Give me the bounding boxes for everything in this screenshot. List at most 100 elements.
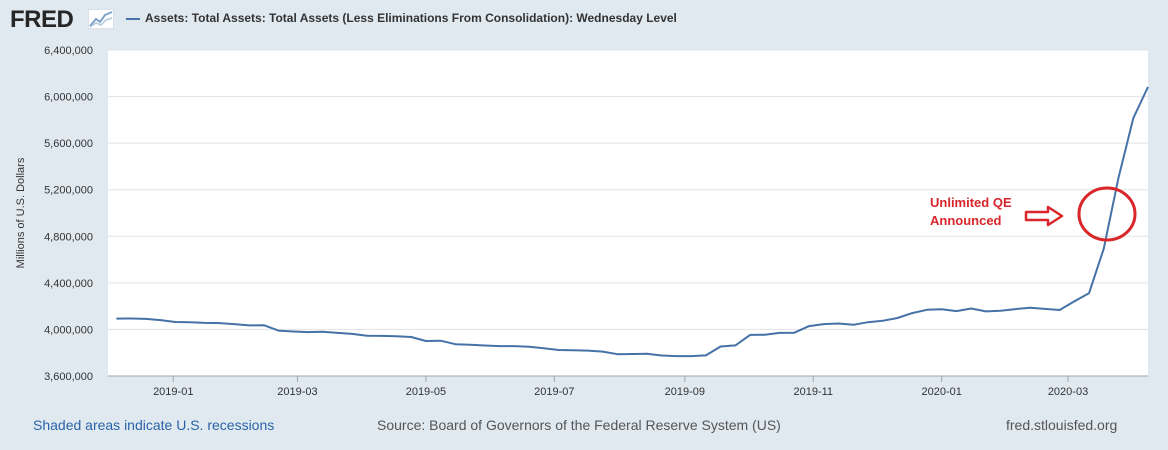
data-point — [704, 354, 707, 357]
fred-logo-chart-icon — [88, 9, 114, 29]
data-point — [454, 343, 457, 346]
data-point — [1088, 292, 1091, 295]
x-tick-label: 2019-07 — [534, 386, 574, 398]
fred-logo[interactable]: FRED — [10, 6, 74, 33]
x-tick-label: 2019-03 — [277, 386, 317, 398]
data-point — [365, 334, 368, 337]
data-point — [262, 324, 265, 327]
data-point — [174, 320, 177, 323]
data-point — [749, 333, 752, 336]
data-point — [867, 321, 870, 324]
data-point — [793, 331, 796, 334]
data-point — [955, 310, 958, 313]
data-point — [601, 350, 604, 353]
data-point — [837, 322, 840, 325]
data-point — [587, 349, 590, 352]
data-point — [970, 307, 973, 310]
x-tick-label: 2019-09 — [665, 386, 705, 398]
series-line — [116, 86, 1149, 358]
data-point — [1029, 306, 1032, 309]
data-point — [248, 324, 251, 327]
annotation-line2: Announced — [930, 213, 1002, 228]
y-axis-ticks: 3,600,000 4,000,000 4,400,000 4,800,000 5,20… — [44, 45, 93, 383]
data-point — [616, 353, 619, 356]
data-point — [130, 317, 133, 320]
annotation-circle — [1077, 186, 1137, 242]
data-point — [189, 321, 192, 324]
y-tick-label: 6,000,000 — [44, 92, 93, 104]
data-point — [1102, 247, 1105, 250]
legend-swatch — [126, 18, 140, 20]
recession-note-link[interactable]: Shaded areas indicate U.S. recessions — [33, 417, 275, 433]
data-point — [159, 319, 162, 322]
data-point — [321, 330, 324, 333]
chart-header: FRED Assets: Total Assets: Total Assets … — [0, 0, 1168, 40]
data-point — [277, 329, 280, 332]
y-tick-label: 4,800,000 — [44, 231, 93, 243]
x-tick-label: 2019-01 — [153, 386, 193, 398]
y-tick-label: 5,200,000 — [44, 185, 93, 197]
data-point — [380, 334, 383, 337]
data-point — [808, 325, 811, 328]
data-point — [218, 322, 221, 325]
data-point — [763, 333, 766, 336]
data-point — [734, 344, 737, 347]
data-point — [896, 317, 899, 320]
data-point — [528, 345, 531, 348]
data-point — [115, 317, 118, 320]
data-point — [144, 317, 147, 320]
data-point — [395, 335, 398, 338]
site-url: fred.stlouisfed.org — [1006, 417, 1118, 433]
data-point — [1147, 85, 1150, 88]
data-point — [852, 323, 855, 326]
chart: 3,600,000 4,000,000 4,400,000 4,800,000 5,20… — [15, 45, 1150, 398]
data-point — [513, 345, 516, 348]
annotation: Unlimited QE Announced — [930, 186, 1137, 242]
y-tick-label: 4,400,000 — [44, 278, 93, 290]
data-point — [424, 339, 427, 342]
data-point — [336, 331, 339, 334]
y-tick-label: 6,400,000 — [44, 45, 93, 57]
y-tick-label: 3,600,000 — [44, 371, 93, 383]
x-tick-label: 2020-03 — [1048, 386, 1088, 398]
data-point — [1073, 300, 1076, 303]
x-tick-label: 2019-11 — [793, 386, 833, 398]
data-point — [292, 330, 295, 333]
x-tick-label: 2019-05 — [406, 386, 446, 398]
y-axis-label: Millions of U.S. Dollars — [15, 157, 27, 268]
series-layer — [115, 85, 1150, 358]
data-point — [690, 355, 693, 358]
data-point — [557, 349, 560, 352]
data-point — [1132, 117, 1135, 120]
data-point — [940, 308, 943, 311]
x-tick-label: 2020-01 — [921, 386, 961, 398]
data-point — [719, 345, 722, 348]
data-point — [881, 319, 884, 322]
data-point — [822, 323, 825, 326]
data-point — [675, 355, 678, 358]
data-point — [1058, 308, 1061, 311]
y-tick-label: 5,600,000 — [44, 138, 93, 150]
annotation-arrow-icon — [1024, 205, 1064, 227]
data-point — [778, 331, 781, 334]
data-point — [984, 310, 987, 313]
data-point — [233, 323, 236, 326]
data-point — [469, 343, 472, 346]
data-point — [439, 339, 442, 342]
plot-area — [108, 50, 1148, 376]
data-point — [307, 331, 310, 334]
data-point — [351, 332, 354, 335]
x-axis-ticks: 2019-01 2019-03 2019-05 2019-07 2019-09 2019-… — [108, 375, 1148, 398]
data-point — [1043, 307, 1046, 310]
data-point — [925, 308, 928, 311]
data-point — [911, 312, 914, 315]
data-point — [1014, 308, 1017, 311]
annotation-line1: Unlimited QE — [930, 195, 1012, 210]
data-point — [660, 354, 663, 357]
data-point — [410, 335, 413, 338]
data-point — [498, 345, 501, 348]
legend-label: Assets: Total Assets: Total Assets (Less… — [145, 11, 677, 25]
data-point — [1117, 176, 1120, 179]
data-point — [645, 352, 648, 355]
data-point — [999, 309, 1002, 312]
